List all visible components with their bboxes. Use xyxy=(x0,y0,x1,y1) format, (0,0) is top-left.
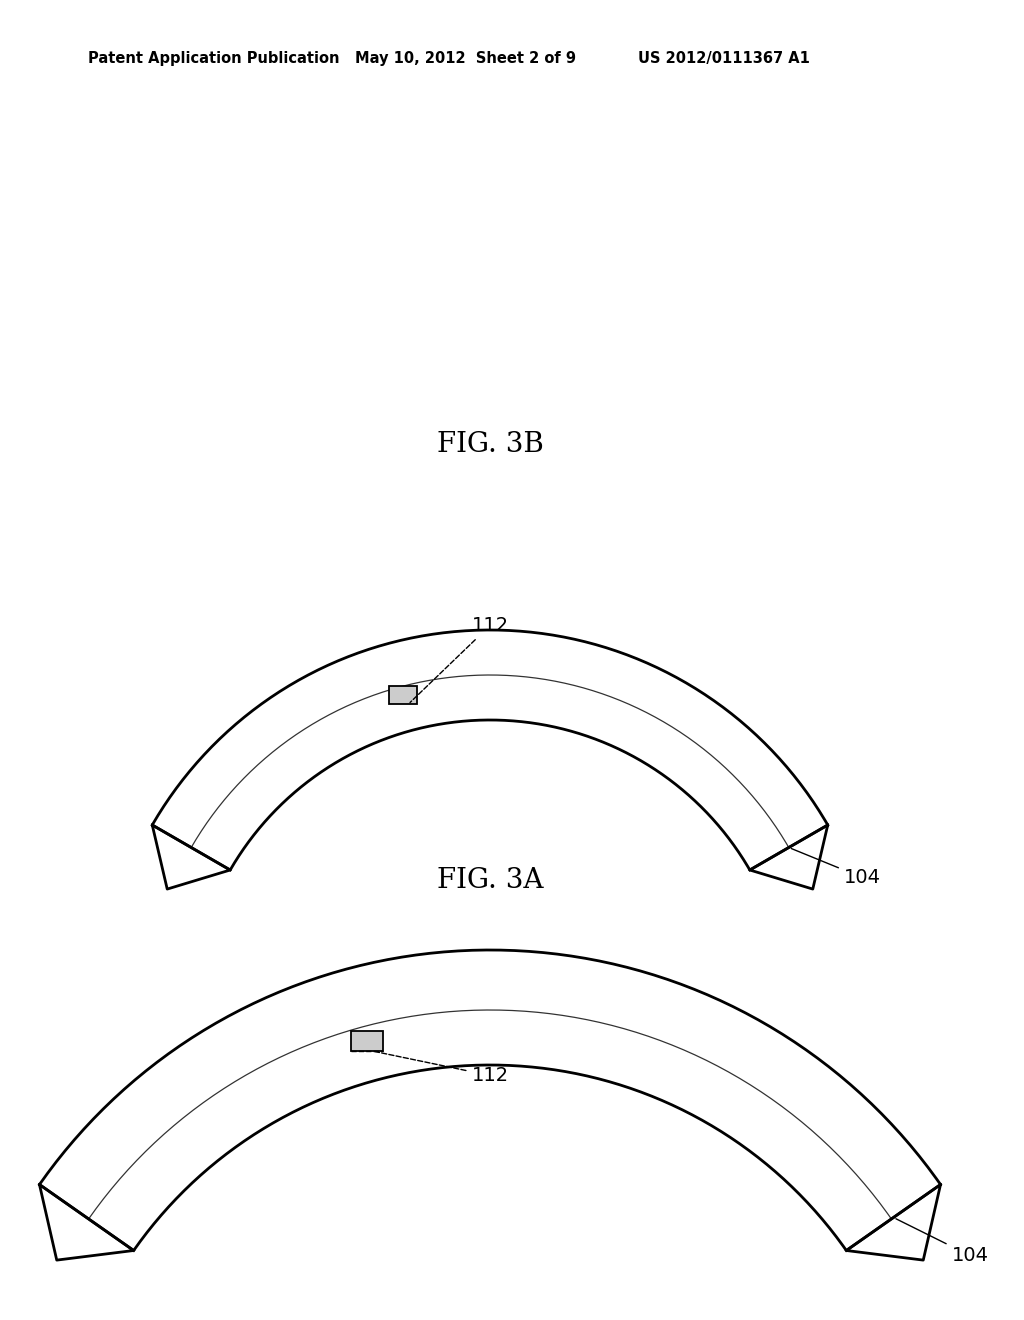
Text: 104: 104 xyxy=(896,1218,988,1265)
Text: 104: 104 xyxy=(792,849,881,887)
Polygon shape xyxy=(750,825,827,890)
Polygon shape xyxy=(846,1184,940,1261)
Polygon shape xyxy=(40,950,940,1250)
Text: May 10, 2012  Sheet 2 of 9: May 10, 2012 Sheet 2 of 9 xyxy=(355,50,575,66)
Text: 112: 112 xyxy=(410,616,509,702)
Polygon shape xyxy=(153,630,827,870)
Text: 112: 112 xyxy=(375,1052,509,1085)
Bar xyxy=(389,686,417,705)
Text: Patent Application Publication: Patent Application Publication xyxy=(88,50,340,66)
Polygon shape xyxy=(153,825,230,890)
Text: FIG. 3B: FIG. 3B xyxy=(436,432,544,458)
Text: FIG. 3A: FIG. 3A xyxy=(437,866,544,894)
Text: US 2012/0111367 A1: US 2012/0111367 A1 xyxy=(638,50,810,66)
Bar xyxy=(351,1031,383,1051)
Polygon shape xyxy=(40,1184,134,1261)
